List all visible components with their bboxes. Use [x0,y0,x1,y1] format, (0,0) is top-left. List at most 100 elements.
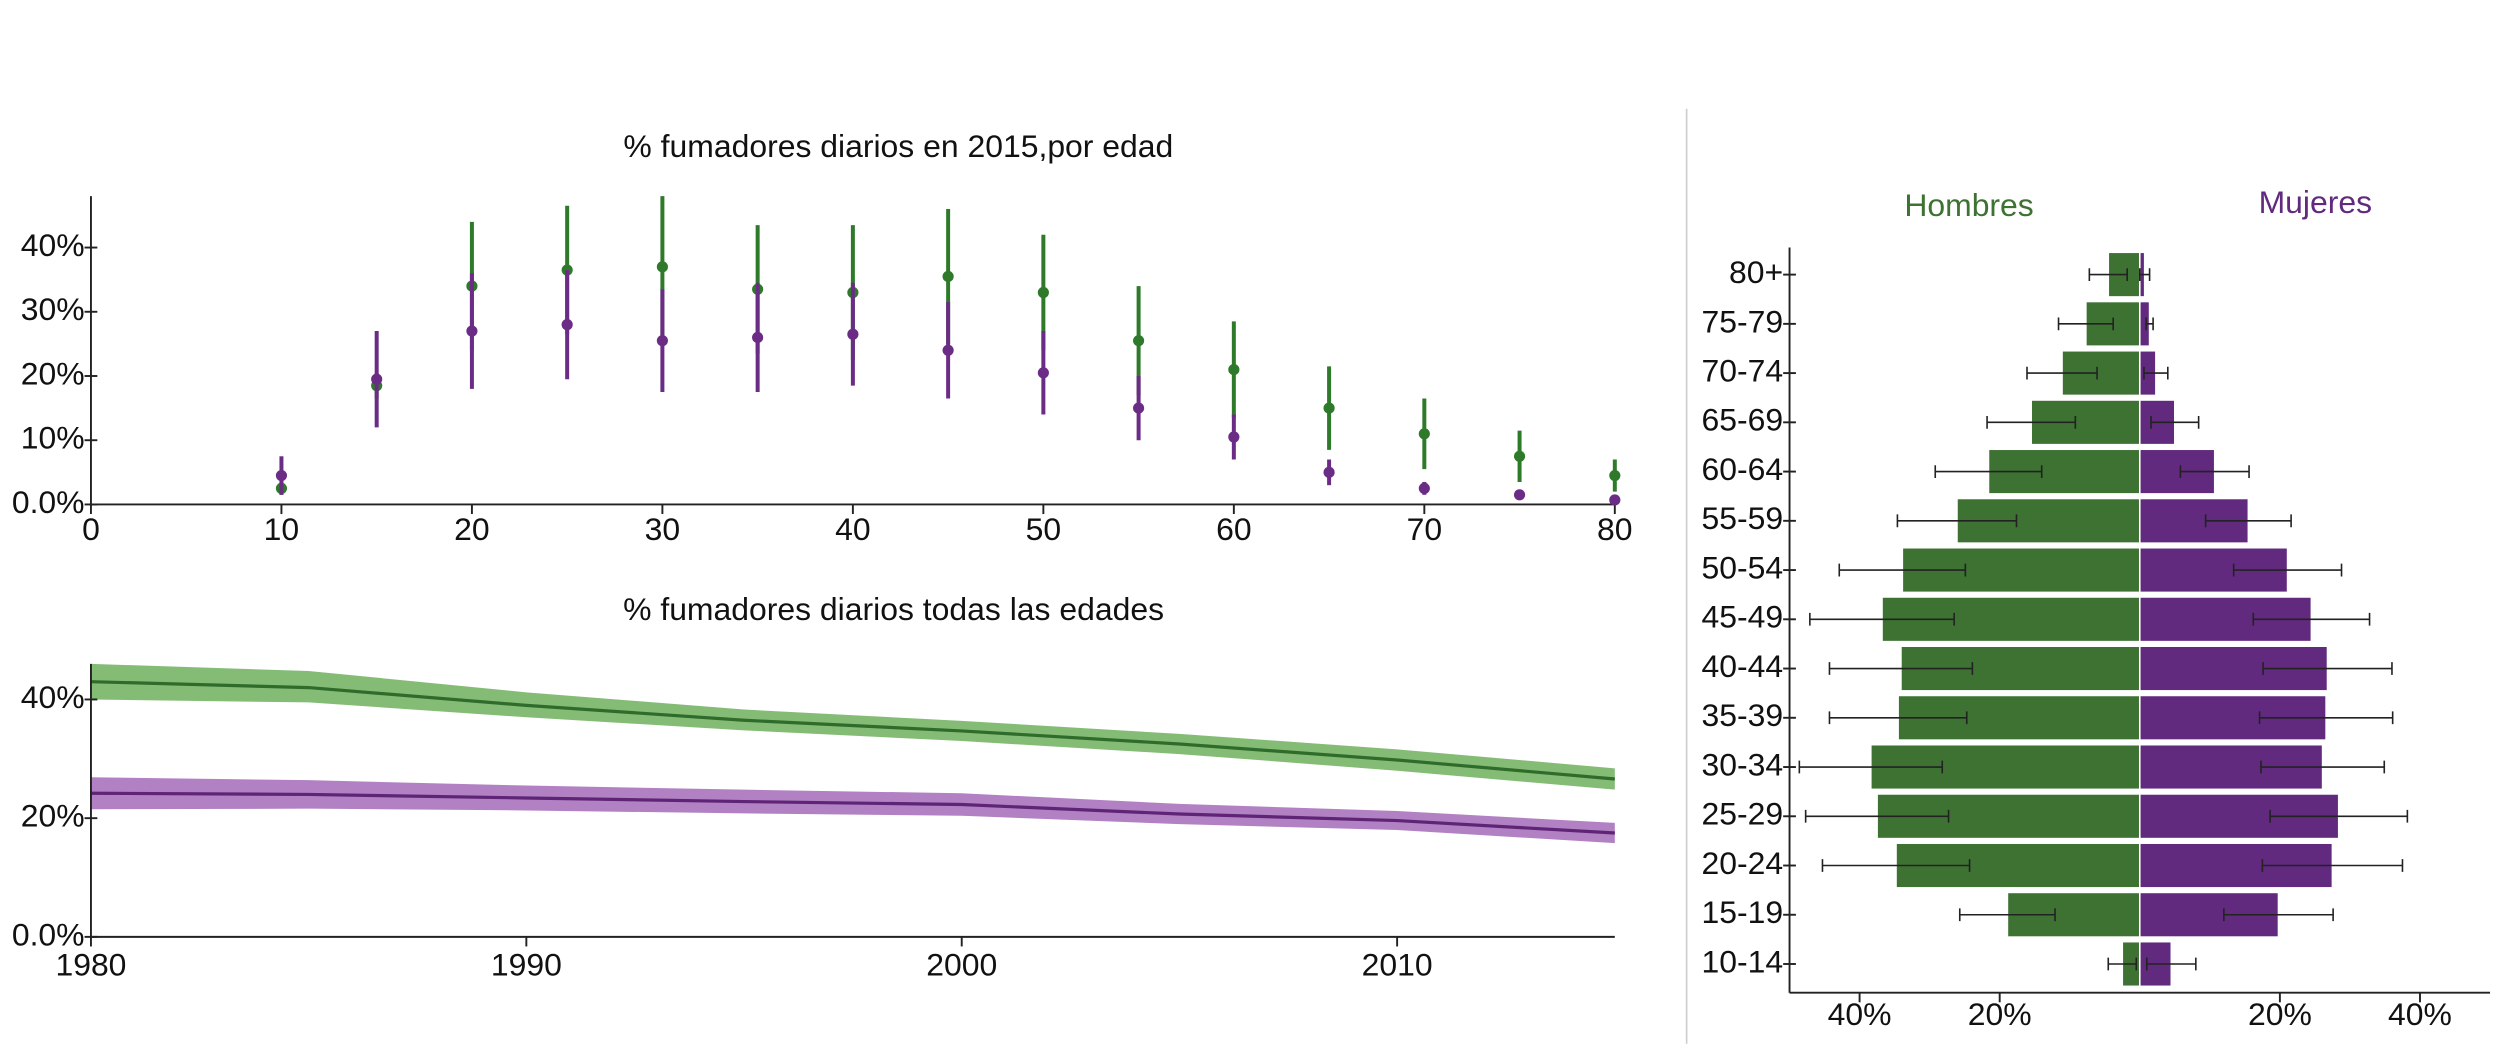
y-tick-label: 10-14 [1702,943,1784,979]
point [1418,482,1430,494]
point [656,335,668,347]
y-tick-label: 40% [21,227,85,263]
point [847,328,859,340]
error-bar [2145,957,2197,971]
point [1228,363,1240,376]
y-tick-label: 20% [21,798,85,834]
point [1323,402,1335,414]
error-bar [2143,366,2169,380]
x-tick-label: 50 [1026,511,1062,547]
error-bar [1821,859,1971,872]
y-tick-label: 80+ [1729,254,1783,290]
error-bar [1798,760,1944,774]
point [1513,450,1526,462]
error-bar [1804,809,1950,823]
point [1037,286,1049,299]
point [1609,494,1621,506]
y-tick-label: 30-34 [1702,746,1784,782]
error-bar [2262,662,2393,675]
error-bar [1838,563,1967,577]
x-tick-label: 60 [1216,511,1252,547]
y-tick-label: 75-79 [1702,303,1784,339]
point [752,331,764,344]
x-tick-label: 30 [645,511,681,547]
chart-title: % fumadores diarios todas las edades [623,591,1164,627]
y-tick-label: 15-19 [1702,894,1784,930]
confidence-band [90,777,1615,844]
x-tick-label: 80 [1597,511,1633,547]
error-bar [2107,957,2138,971]
y-tick-label: 25-29 [1702,796,1784,832]
error-bar [1958,908,2056,922]
point [1228,431,1240,443]
error-bar [2261,859,2404,872]
y-tick-label: 0.0% [12,484,85,520]
error-bar [2232,563,2343,577]
point [1037,367,1049,379]
x-tick-label: 20% [2248,996,2312,1032]
x-tick-label: 1980 [55,947,126,983]
point [1133,402,1145,414]
point [942,344,954,356]
x-tick-label: 10 [264,511,300,547]
x-tick-label: 40 [835,511,871,547]
x-tick-label: 70 [1407,511,1443,547]
error-bar [2260,760,2386,774]
error-bar [1896,514,2018,528]
y-tick-label: 20-24 [1702,845,1784,881]
point [1418,428,1430,440]
y-tick-label: 45-49 [1702,599,1784,635]
y-tick-label: 10% [21,420,85,456]
y-tick-label: 55-59 [1702,500,1784,536]
error-bar [1809,612,1955,626]
error-bar [1828,662,1974,675]
error-bar [2269,809,2409,823]
y-tick-label: 35-39 [1702,697,1784,733]
bar [2138,842,2334,889]
y-tick-label: 20% [21,355,85,391]
error-bar [1934,465,2043,478]
error-bar [2179,465,2250,478]
point [1133,335,1145,347]
point [1323,466,1335,478]
y-tick-label: 70-74 [1702,353,1784,389]
error-bar [2088,268,2128,281]
point [656,261,668,273]
error-bar [2145,317,2154,331]
legend-label: Hombres [1904,187,2033,223]
y-tick-label: 0.0% [12,916,85,952]
error-bar [2252,612,2371,626]
y-tick-label: 60-64 [1702,451,1784,487]
x-tick-label: 1990 [491,947,562,983]
error-bar [1986,415,2077,429]
x-tick-label: 20% [1968,996,2032,1032]
error-bar [2057,317,2114,331]
point [942,270,954,283]
line [90,791,1615,835]
y-tick-label: 40% [21,679,85,715]
x-tick-label: 2010 [1362,947,1433,983]
point [466,325,478,337]
chart-title: % fumadores diarios en 2015,por edad [623,128,1173,164]
x-tick-label: 40% [1828,996,1892,1032]
point [1609,469,1621,482]
error-bar [1828,711,1968,725]
point [371,373,383,385]
error-bar [2258,711,2394,725]
point [561,319,573,331]
x-tick-label: 2000 [926,947,997,983]
y-tick-label: 40-44 [1702,648,1784,684]
line [90,680,1615,781]
error-bar [2150,415,2200,429]
point [1513,489,1526,501]
y-tick-label: 50-54 [1702,549,1784,585]
legend-label: Mujeres [2259,184,2372,220]
y-tick-label: 65-69 [1702,402,1784,438]
error-bar [2223,908,2334,922]
error-bar [2138,268,2151,281]
x-tick-label: 20 [454,511,490,547]
point [275,469,288,482]
y-tick-label: 30% [21,291,85,327]
error-bar [2026,366,2098,380]
